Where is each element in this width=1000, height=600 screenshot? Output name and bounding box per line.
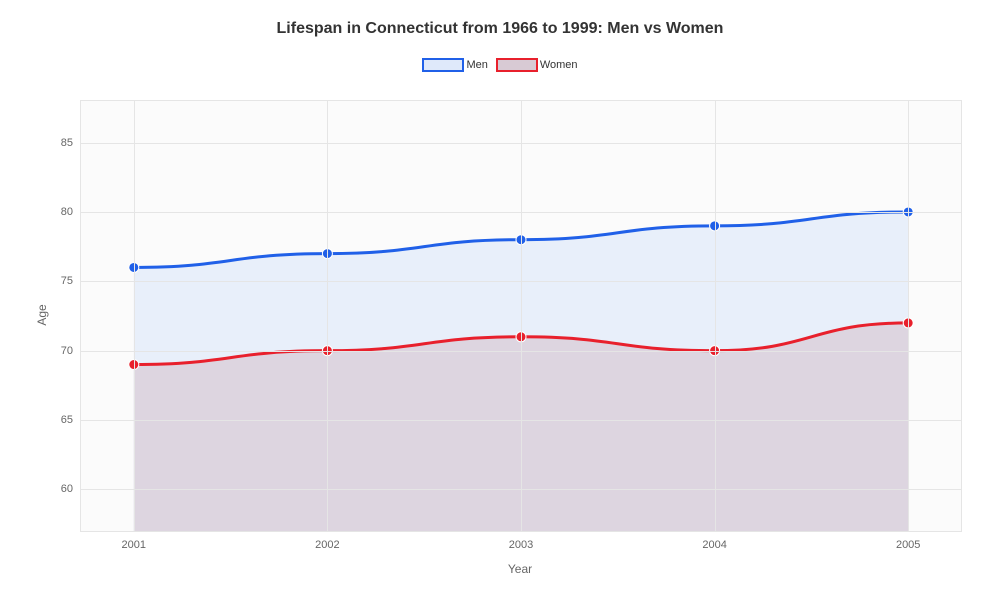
gridline-vertical — [715, 101, 716, 531]
x-tick-label: 2002 — [315, 531, 339, 551]
plot-area: 60657075808520012002200320042005 — [80, 100, 962, 532]
legend-item-men[interactable]: Men — [422, 58, 487, 72]
gridline-vertical — [134, 101, 135, 531]
legend-label-women: Women — [540, 59, 578, 71]
legend-item-women[interactable]: Women — [496, 58, 578, 72]
legend: Men Women — [0, 58, 1000, 72]
x-tick-label: 2003 — [509, 531, 533, 551]
gridline-vertical — [327, 101, 328, 531]
y-tick-label: 75 — [61, 275, 81, 287]
gridline-vertical — [908, 101, 909, 531]
gridline-vertical — [521, 101, 522, 531]
legend-swatch-women — [496, 58, 538, 72]
x-tick-label: 2004 — [702, 531, 726, 551]
chart-title: Lifespan in Connecticut from 1966 to 199… — [0, 0, 1000, 38]
y-tick-label: 80 — [61, 206, 81, 218]
x-tick-label: 2005 — [896, 531, 920, 551]
chart-container: Lifespan in Connecticut from 1966 to 199… — [0, 0, 1000, 600]
y-tick-label: 85 — [61, 137, 81, 149]
x-axis-title: Year — [508, 562, 532, 576]
legend-label-men: Men — [466, 59, 487, 71]
y-tick-label: 60 — [61, 483, 81, 495]
x-tick-label: 2001 — [122, 531, 146, 551]
y-tick-label: 70 — [61, 345, 81, 357]
y-tick-label: 65 — [61, 414, 81, 426]
y-axis-title: Age — [35, 304, 49, 325]
legend-swatch-men — [422, 58, 464, 72]
